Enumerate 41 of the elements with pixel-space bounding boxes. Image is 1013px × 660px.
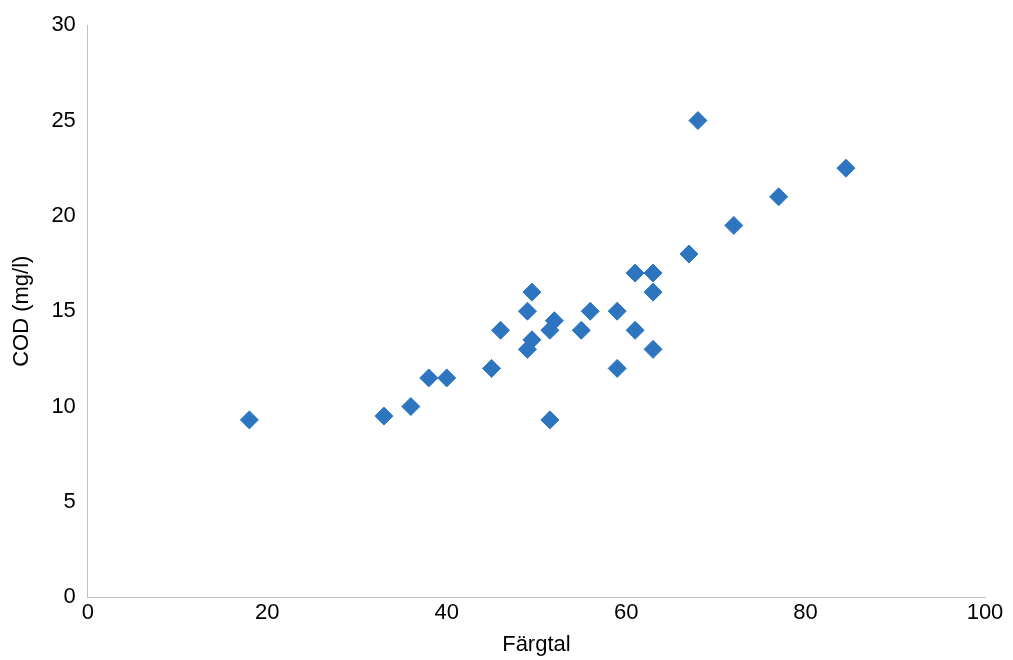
point bbox=[522, 282, 542, 302]
point bbox=[643, 282, 663, 302]
point bbox=[607, 301, 627, 321]
point bbox=[643, 263, 663, 283]
x-tick-label: 0 bbox=[81, 599, 94, 625]
point bbox=[836, 158, 856, 178]
point bbox=[688, 111, 708, 131]
x-tick-label: 40 bbox=[434, 599, 459, 625]
point bbox=[571, 320, 591, 340]
point bbox=[607, 358, 627, 378]
point bbox=[517, 301, 537, 321]
point bbox=[482, 358, 502, 378]
point bbox=[437, 368, 457, 388]
point bbox=[491, 320, 511, 340]
x-tick-label: 100 bbox=[966, 599, 1004, 625]
y-tick-label: 15 bbox=[51, 297, 76, 323]
x-axis-title: Färgtal bbox=[502, 630, 571, 656]
x-tick-label: 20 bbox=[255, 599, 280, 625]
point bbox=[239, 410, 259, 430]
point bbox=[374, 406, 394, 426]
point bbox=[643, 339, 663, 359]
y-tick-label: 10 bbox=[51, 392, 76, 418]
y-tick-label: 20 bbox=[51, 201, 76, 227]
x-tick-label: 80 bbox=[793, 599, 818, 625]
point bbox=[419, 368, 439, 388]
y-tick-label: 0 bbox=[63, 583, 76, 609]
point bbox=[724, 215, 744, 235]
y-tick-label: 25 bbox=[51, 106, 76, 132]
y-tick-label: 5 bbox=[63, 487, 76, 513]
point bbox=[625, 263, 645, 283]
point bbox=[769, 187, 789, 207]
point bbox=[522, 330, 542, 350]
point bbox=[544, 311, 564, 331]
point bbox=[580, 301, 600, 321]
point bbox=[625, 320, 645, 340]
x-tick-label: 60 bbox=[613, 599, 639, 625]
point bbox=[401, 397, 421, 417]
y-axis-title: COD (mg/l) bbox=[8, 255, 34, 367]
point bbox=[679, 244, 699, 264]
point bbox=[540, 410, 560, 430]
y-tick-label: 30 bbox=[51, 11, 76, 37]
